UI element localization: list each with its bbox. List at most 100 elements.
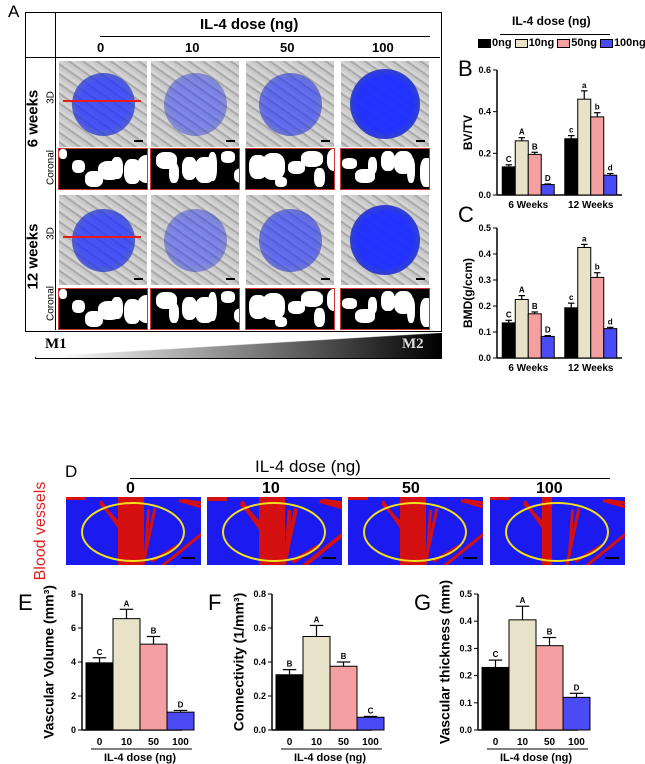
branch-vessel [207,497,227,501]
significance-label: D [178,700,184,709]
x-tick-label: 0 [97,737,103,748]
bone-fragment [72,300,85,313]
bone-fragment [234,168,239,183]
region-of-interest-circle [363,502,467,562]
significance-label: A [520,596,526,605]
micro-ct-3d-image [150,194,240,286]
legend-swatch [599,39,613,48]
bone-fragment [221,151,235,163]
bone-fragment [420,298,429,327]
y-tick-label: 0.3 [459,643,472,653]
legend-swatch [478,39,491,48]
blood-vessel-image [490,497,625,565]
significance-label: A [519,286,525,295]
blood-vessel-image [66,497,201,565]
bar [527,153,542,196]
bone-fragment [368,157,377,174]
bone-fragment [420,158,429,187]
scale-bar [463,557,477,559]
bone-fragment [342,158,357,169]
bone-fragment [262,293,285,320]
bar [356,716,385,731]
divider [55,12,56,330]
bar [275,674,304,731]
significance-label: B [547,628,553,637]
x-tick-label: 50 [338,737,350,748]
dose-label: 10 [262,480,280,497]
scale-bar [181,557,195,559]
bone-fragment [368,297,377,314]
significance-label: B [532,302,538,311]
legend-swatch [557,39,571,48]
dose-label: 10 [185,40,200,55]
section-line [63,100,141,102]
y-tick-label: 0.1 [459,698,472,708]
y-tick-label: 0.4 [253,657,266,667]
panel-letter: E [18,590,33,615]
significance-label: B [287,660,293,669]
significance-label: A [314,615,320,624]
bone-region [258,72,322,136]
bone-fragment [124,299,141,324]
panel-letter: B [458,56,473,81]
bone-fragment [169,303,179,323]
legend-swatch [514,39,528,48]
significance-label: D [545,174,551,183]
bar [603,174,618,196]
panel-a-dose-title: IL-4 dose (ng) [200,16,299,33]
significance-label: C [97,648,103,657]
bone-fragment [301,291,323,307]
bone-fragment [59,289,67,299]
legend-label: 50ng [571,37,597,49]
coronal-section-image [340,148,430,190]
bone-fragment [59,149,67,159]
dose-label: 50 [402,480,420,497]
bar [112,618,141,731]
y-tick-label: 0.1 [478,327,491,337]
bone-fragment [314,308,325,327]
x-tick-label: 10 [517,737,529,748]
significance-label: D [545,326,551,335]
scale-bar [416,140,425,142]
scale-bar [321,140,330,142]
bar [590,276,605,359]
bone-region [71,208,135,272]
bone-fragment [301,151,323,167]
y-tick-label: 0 [71,725,76,735]
y-tick-label: 2 [71,691,76,701]
bone-fragment [275,317,287,327]
coronal-section-image [58,288,148,330]
bar [508,619,537,731]
bar [85,662,114,731]
divider [130,478,610,479]
bone-fragment [208,292,217,321]
panel-a-letter: A [8,2,20,21]
micro-ct-3d-image [340,194,430,286]
bone-fragment [314,168,325,187]
x-tick-label: 12 Weeks [568,363,614,374]
significance-label: C [493,650,499,659]
x-tick-label: 6 Weeks [508,363,548,374]
y-tick-label: 0.2 [478,301,491,311]
y-tick-label: 0.6 [253,623,266,633]
bar [527,313,542,359]
coronal-section-image [150,148,240,190]
bone-fragment [288,161,305,174]
legend-label: 10ng [528,37,555,49]
bar [577,247,592,359]
coronal-section-image [58,148,148,190]
scale-bar [134,278,143,280]
legend-item: 100ng [599,37,645,50]
x-tick-label: 6 Weeks [508,200,548,211]
region-of-interest-circle [505,502,609,562]
scale-bar [226,140,235,142]
significance-label: a [582,81,587,90]
bar [577,98,592,196]
panel-d-dose-title: IL-4 dose (ng) [255,457,361,476]
scale-bar [226,278,235,280]
bone-region [258,208,322,272]
bone-region [163,72,227,136]
y-tick-label: 0.2 [253,691,266,701]
bone-fragment [381,291,395,311]
scale-bar [321,278,330,280]
